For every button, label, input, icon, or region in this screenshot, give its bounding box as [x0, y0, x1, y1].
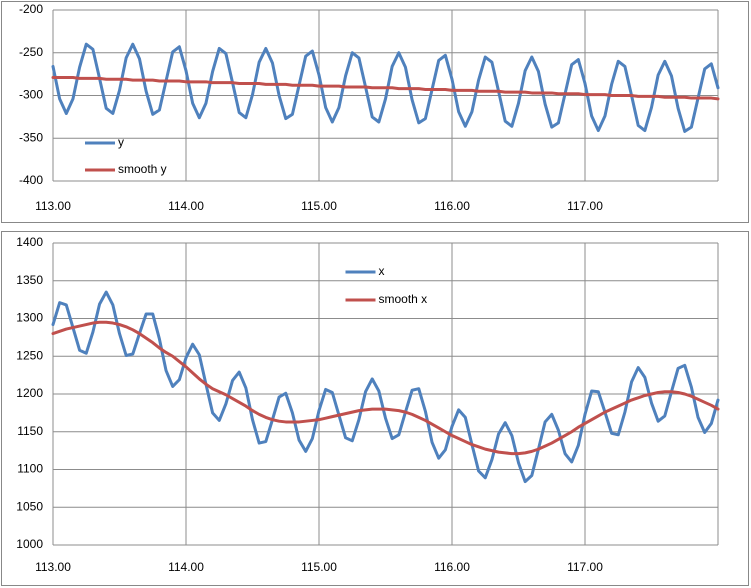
y-tick-label: 1000 — [16, 537, 43, 551]
legend-label: x — [379, 264, 385, 278]
y-tick-label: 1250 — [16, 348, 43, 362]
y-tick-label: 1300 — [16, 311, 43, 325]
y-tick-label: -300 — [19, 88, 43, 102]
y-tick-label: -350 — [19, 130, 43, 144]
y-tick-label: 1150 — [17, 424, 43, 438]
x-tick-label: 113.00 — [35, 560, 71, 574]
x-tick-label: 115.00 — [301, 199, 337, 213]
y-tick-label: -250 — [19, 45, 43, 59]
x-tick-label: 116.00 — [434, 199, 470, 213]
y-tick-label: -200 — [19, 2, 43, 16]
y-tick-label: 1350 — [16, 273, 43, 287]
y-tick-label: 1100 — [17, 462, 43, 476]
legend-label: y — [118, 135, 124, 149]
x-tick-label: 113.00 — [35, 199, 71, 213]
x-tick-label: 117.00 — [567, 199, 603, 213]
y-tick-label: 1400 — [16, 235, 43, 249]
y-tick-label: 1050 — [16, 499, 43, 513]
x-tick-label: 116.00 — [434, 560, 470, 574]
series-line — [51, 42, 720, 133]
legend-label: smooth y — [118, 162, 167, 176]
series-line — [51, 290, 720, 484]
y-tick-label: 1200 — [16, 386, 43, 400]
chart-frame — [1, 1, 749, 223]
legend-label: smooth x — [379, 292, 428, 306]
series-line — [51, 76, 720, 101]
x-tick-label: 114.00 — [168, 560, 204, 574]
x-tick-label: 114.00 — [168, 199, 204, 213]
series-line — [51, 320, 720, 456]
y-tick-label: -400 — [19, 173, 43, 187]
x-tick-label: 115.00 — [301, 560, 337, 574]
x-tick-label: 117.00 — [567, 560, 603, 574]
